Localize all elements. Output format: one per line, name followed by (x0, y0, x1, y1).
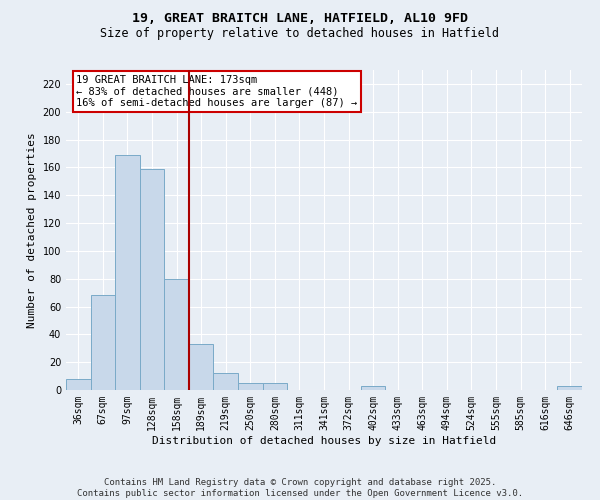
Text: 19, GREAT BRAITCH LANE, HATFIELD, AL10 9FD: 19, GREAT BRAITCH LANE, HATFIELD, AL10 9… (132, 12, 468, 26)
Y-axis label: Number of detached properties: Number of detached properties (27, 132, 37, 328)
X-axis label: Distribution of detached houses by size in Hatfield: Distribution of detached houses by size … (152, 436, 496, 446)
Bar (140, 169, 164, 390)
Bar (66, 379, 91, 390)
Bar (214, 374, 238, 390)
Bar (115, 155, 140, 390)
Text: Size of property relative to detached houses in Hatfield: Size of property relative to detached ho… (101, 28, 499, 40)
Bar (91, 296, 115, 390)
Text: Contains HM Land Registry data © Crown copyright and database right 2025.
Contai: Contains HM Land Registry data © Crown c… (77, 478, 523, 498)
Bar (164, 278, 189, 390)
Text: 19 GREAT BRAITCH LANE: 173sqm
← 83% of detached houses are smaller (448)
16% of : 19 GREAT BRAITCH LANE: 173sqm ← 83% of d… (76, 75, 358, 108)
Bar (189, 344, 214, 390)
Bar (361, 386, 385, 390)
Bar (238, 383, 263, 390)
Bar (263, 383, 287, 390)
Bar (557, 386, 582, 390)
